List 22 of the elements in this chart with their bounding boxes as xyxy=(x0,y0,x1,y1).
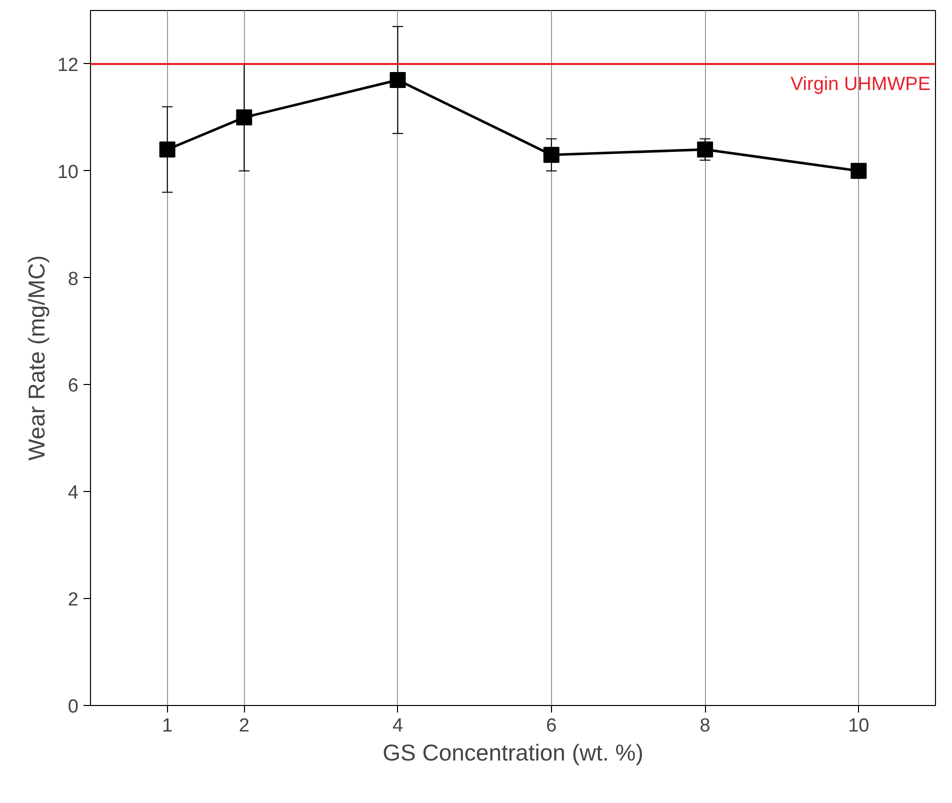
y-tick-label: 4 xyxy=(68,482,79,504)
y-tick-label: 2 xyxy=(68,590,79,611)
x-tick-label: 2 xyxy=(238,716,250,736)
y-axis-title: Wear Rate (mg/MC) xyxy=(23,255,50,461)
point xyxy=(850,162,867,179)
y-tick-label: 12 xyxy=(57,54,79,76)
x-tick-label: 4 xyxy=(392,716,404,736)
point xyxy=(236,109,252,126)
y-tick-label: 8 xyxy=(68,268,79,290)
x-tick-label: 6 xyxy=(546,716,557,736)
point xyxy=(159,142,176,158)
x-axis-title: GS Concentration (wt. %) xyxy=(382,740,644,766)
ref-line-label: Virgin UHMWPE xyxy=(790,74,930,95)
point xyxy=(390,72,406,88)
y-tick-label: 10 xyxy=(57,162,79,183)
point xyxy=(543,146,560,163)
y-tick-label: 6 xyxy=(68,376,79,397)
y-tick-label: 0 xyxy=(68,696,79,718)
point xyxy=(697,142,714,158)
x-tick-label: 10 xyxy=(848,716,870,736)
x-tick-label: 1 xyxy=(162,716,173,736)
x-tick-label: 8 xyxy=(700,716,710,736)
